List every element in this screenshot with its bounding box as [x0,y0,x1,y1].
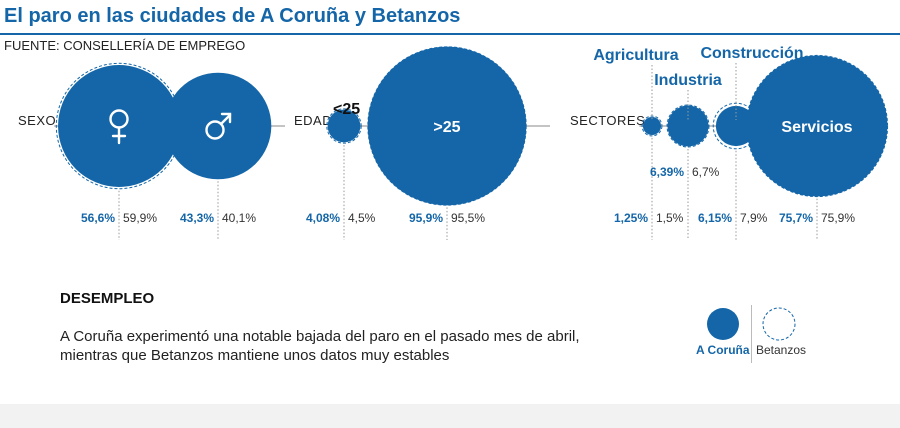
value-betanzos-Agricultura: 1,5% [656,211,684,225]
value-coruna-Agricultura: 1,25% [614,211,648,225]
bubble-coruna-male [164,72,272,180]
value-betanzos-25: 95,5% [451,211,485,225]
value-coruna-Industria: 6,39% [650,165,684,179]
bubble-betanzos-Agricultura [641,115,663,137]
female-symbol-icon [109,109,129,145]
category-label-Construccin: Construcción [700,45,803,62]
bubble-betanzos-Servicios [745,54,889,198]
group-label-backdrop [567,115,640,129]
footer-panel [0,268,900,404]
category-label-Servicios: Servicios [781,119,852,136]
category-label-Industria: Industria [654,72,722,89]
category-label-25: <25 [333,101,360,118]
bubble-betanzos-male [166,74,270,178]
section-heading: DESEMPLEO [60,290,155,307]
legend-divider [751,305,752,363]
bubble-betanzos-25 [326,108,362,144]
value-coruna-Servicios: 75,7% [779,211,813,225]
legend-symbols [707,307,796,341]
bubble-coruna-25 [327,109,361,143]
bubble-coruna-25 [367,46,527,206]
value-coruna-25: 95,9% [409,211,443,225]
legend-coruna-label: A Coruña [696,343,750,357]
bubble-coruna-Industria [667,105,709,147]
legend: A Coruña Betanzos [690,300,820,370]
legend-coruna-swatch [707,308,739,340]
bubble-coruna-female [58,65,180,187]
source-note: FUENTE: CONSELLERÍA DE EMPREGO [4,38,246,53]
title-rule [0,33,900,35]
group-label-sexo: SEXO [18,113,56,128]
bubble-coruna-Construccin [715,105,757,147]
value-betanzos-Servicios: 75,9% [821,211,855,225]
legend-betanzos-label: Betanzos [756,343,807,357]
value-betanzos-Construccin: 7,9% [740,211,768,225]
value-betanzos-male: 40,1% [222,211,256,225]
group-label-backdrop [291,115,331,129]
category-label-Agricultura: Agricultura [593,47,678,64]
value-betanzos-25: 4,5% [348,211,376,225]
bottom-band [0,404,900,428]
group-label-backdrop [15,115,55,129]
value-betanzos-Industria: 6,7% [692,165,720,179]
value-betanzos-female: 59,9% [123,211,157,225]
bubble-chart: SEXO 56,6% 59,9% 43,3% 40,1% EDAD 4,08% 4,5% <25… [15,45,889,240]
bubble-coruna-Servicios [746,55,888,197]
male-symbol-icon [205,112,232,140]
bubble-coruna-Agricultura [642,116,662,136]
section-text: A Coruña experimentó una notable bajada … [60,328,580,364]
group-label-sectores: SECTORES [570,113,645,128]
value-coruna-25: 4,08% [306,211,340,225]
bubble-betanzos-Industria [666,104,710,148]
legend-betanzos-swatch [762,307,796,341]
chart-title: El paro en las ciudades de A Coruña y Be… [4,5,461,27]
group-label-edad: EDAD [294,113,332,128]
value-coruna-female: 56,6% [81,211,115,225]
value-coruna-male: 43,3% [180,211,214,225]
category-label-25: >25 [433,119,460,136]
value-coruna-Construccin: 6,15% [698,211,732,225]
bubble-betanzos-25 [367,46,527,206]
